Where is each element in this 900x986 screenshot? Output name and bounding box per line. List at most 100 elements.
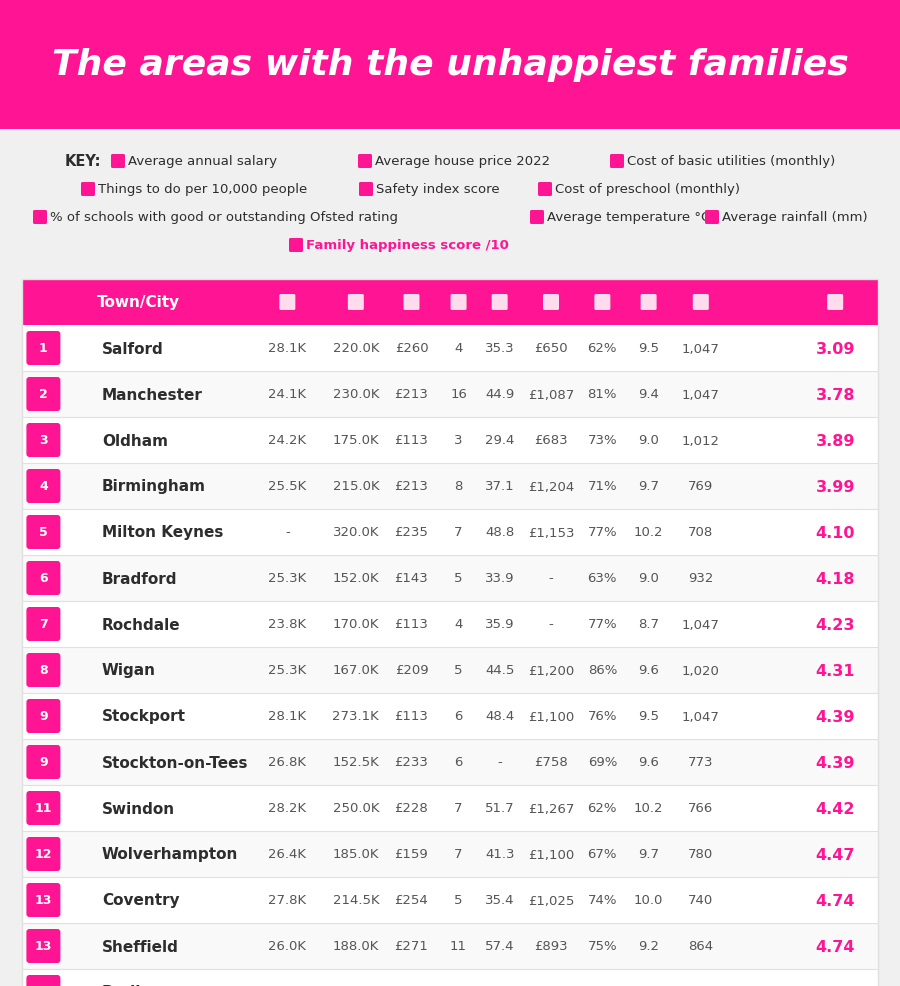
Text: £228: £228 xyxy=(394,802,428,814)
Text: Birmingham: Birmingham xyxy=(102,479,206,494)
Bar xyxy=(22,831,878,878)
FancyBboxPatch shape xyxy=(81,182,95,197)
Text: 4.79: 4.79 xyxy=(815,984,855,986)
Text: Cost of basic utilities (monthly): Cost of basic utilities (monthly) xyxy=(627,156,835,169)
FancyBboxPatch shape xyxy=(491,295,508,311)
Bar xyxy=(22,648,878,693)
Text: 63%: 63% xyxy=(588,572,617,585)
Bar xyxy=(22,325,878,372)
Text: 13: 13 xyxy=(35,940,52,952)
Text: 4.74: 4.74 xyxy=(815,939,855,953)
Text: 1: 1 xyxy=(39,342,48,355)
Text: 4.39: 4.39 xyxy=(815,709,855,724)
Text: 4.31: 4.31 xyxy=(815,663,855,677)
Text: Coventry: Coventry xyxy=(102,892,179,907)
Text: 10.0: 10.0 xyxy=(634,893,663,906)
FancyBboxPatch shape xyxy=(403,295,419,311)
Text: 35.4: 35.4 xyxy=(485,893,515,906)
Text: 73%: 73% xyxy=(588,434,617,447)
Text: £1,267: £1,267 xyxy=(527,802,574,814)
Text: 1,012: 1,012 xyxy=(682,434,720,447)
Text: 28.1K: 28.1K xyxy=(268,342,306,355)
FancyBboxPatch shape xyxy=(26,745,60,779)
Text: 7: 7 xyxy=(454,802,463,814)
Text: £113: £113 xyxy=(394,618,428,631)
Text: 13: 13 xyxy=(35,893,52,906)
Text: 3.99: 3.99 xyxy=(815,479,855,494)
Text: 29.4: 29.4 xyxy=(485,434,514,447)
Text: 9.6: 9.6 xyxy=(638,755,659,769)
Bar xyxy=(22,555,878,601)
Text: £254: £254 xyxy=(394,893,428,906)
Bar xyxy=(22,969,878,986)
Text: 9.0: 9.0 xyxy=(638,434,659,447)
Text: £113: £113 xyxy=(394,434,428,447)
Text: 67%: 67% xyxy=(588,848,617,861)
FancyBboxPatch shape xyxy=(26,654,60,687)
FancyBboxPatch shape xyxy=(26,791,60,825)
Text: £260: £260 xyxy=(395,342,428,355)
Text: 48.4: 48.4 xyxy=(485,710,514,723)
Text: £1,153: £1,153 xyxy=(527,526,574,539)
FancyBboxPatch shape xyxy=(279,295,295,311)
Text: 6: 6 xyxy=(39,572,48,585)
Text: 8.7: 8.7 xyxy=(638,618,659,631)
Text: 185.0K: 185.0K xyxy=(333,848,379,861)
Text: 9: 9 xyxy=(39,710,48,723)
Text: 4: 4 xyxy=(39,480,48,493)
FancyBboxPatch shape xyxy=(26,929,60,963)
Text: 6: 6 xyxy=(454,710,463,723)
Text: 74%: 74% xyxy=(588,893,617,906)
Text: The areas with the unhappiest families: The areas with the unhappiest families xyxy=(51,48,849,82)
Bar xyxy=(22,740,878,785)
Text: 24.2K: 24.2K xyxy=(268,434,306,447)
Text: 35.3: 35.3 xyxy=(485,342,515,355)
Text: 7: 7 xyxy=(39,618,48,631)
Text: 9: 9 xyxy=(39,755,48,769)
Text: £650: £650 xyxy=(535,342,568,355)
Text: 11: 11 xyxy=(450,940,467,952)
Text: 7: 7 xyxy=(454,526,463,539)
FancyBboxPatch shape xyxy=(594,295,610,311)
Text: 740: 740 xyxy=(688,893,714,906)
Text: 4.47: 4.47 xyxy=(815,847,855,862)
Bar xyxy=(22,463,878,510)
Text: 3.78: 3.78 xyxy=(815,387,855,402)
FancyBboxPatch shape xyxy=(26,378,60,411)
Text: 773: 773 xyxy=(688,755,714,769)
Text: 6: 6 xyxy=(454,755,463,769)
Text: 273.1K: 273.1K xyxy=(332,710,379,723)
Text: £209: £209 xyxy=(395,664,428,676)
Text: £1,025: £1,025 xyxy=(527,893,574,906)
Text: 37.1: 37.1 xyxy=(485,480,515,493)
Text: 9.7: 9.7 xyxy=(638,848,659,861)
Text: £1,100: £1,100 xyxy=(528,848,574,861)
Bar xyxy=(22,601,878,648)
FancyBboxPatch shape xyxy=(26,837,60,871)
Text: 9.7: 9.7 xyxy=(638,480,659,493)
Text: Town/City: Town/City xyxy=(97,295,180,311)
Text: 69%: 69% xyxy=(588,755,617,769)
Text: Things to do per 10,000 people: Things to do per 10,000 people xyxy=(98,183,307,196)
Text: 766: 766 xyxy=(688,802,714,814)
Text: 5: 5 xyxy=(454,893,463,906)
Text: 44.5: 44.5 xyxy=(485,664,514,676)
Text: 214.5K: 214.5K xyxy=(332,893,379,906)
Text: 28.1K: 28.1K xyxy=(268,710,306,723)
Text: 10.2: 10.2 xyxy=(634,526,663,539)
Text: £758: £758 xyxy=(534,755,568,769)
Text: 25.3K: 25.3K xyxy=(268,572,307,585)
Text: 3.09: 3.09 xyxy=(815,341,855,356)
Bar xyxy=(22,418,878,463)
Text: 28.2K: 28.2K xyxy=(268,802,306,814)
Text: 3: 3 xyxy=(454,434,463,447)
Text: 932: 932 xyxy=(688,572,714,585)
Text: £159: £159 xyxy=(394,848,428,861)
Text: £213: £213 xyxy=(394,388,428,401)
FancyBboxPatch shape xyxy=(26,469,60,504)
Bar xyxy=(22,693,878,740)
FancyBboxPatch shape xyxy=(359,182,373,197)
FancyBboxPatch shape xyxy=(693,295,709,311)
FancyBboxPatch shape xyxy=(827,295,843,311)
Text: 9.5: 9.5 xyxy=(638,710,659,723)
